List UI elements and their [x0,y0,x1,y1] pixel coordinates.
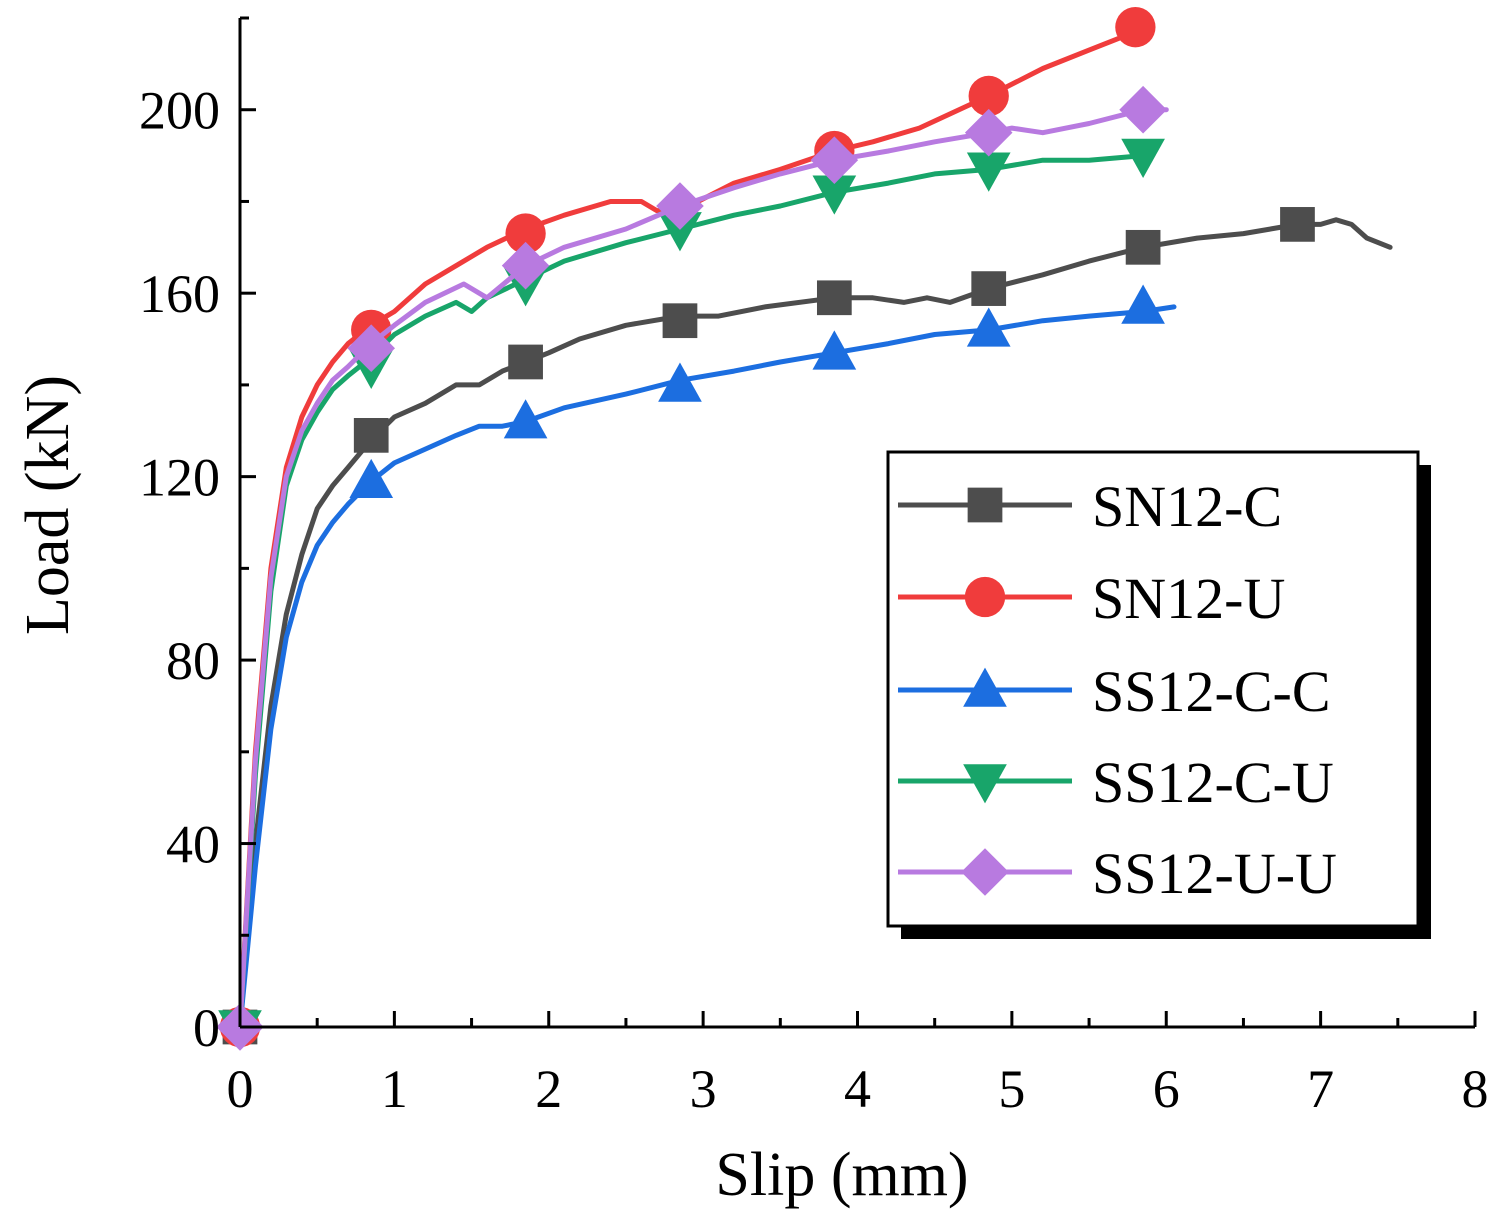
legend-label-ss12-c-u: SS12-C-U [1092,750,1334,815]
x-tick-label: 5 [998,1059,1025,1119]
series-marker-ss12-c-u [658,212,702,252]
series-marker-sn12-c [353,417,389,453]
series-marker-ss12-u-u [964,108,1013,157]
series-marker-sn12-u [505,213,546,254]
series-marker-sn12-c [662,303,698,339]
legend: SN12-C SN12-U SS12-C-C SS12-C-U SS12-U-U [886,450,1431,939]
series-marker-sn12-c [508,344,543,380]
legend-marker-ss12-c-c [963,667,1007,707]
x-axis-title: Slip (mm) [715,1141,968,1209]
x-tick-label: 7 [1307,1059,1334,1119]
series-line-sn12-c [237,217,1393,1030]
series-marker-ss12-u-u [501,241,550,290]
legend-marker-ss12-c-u [963,764,1007,804]
series-marker-sn12-u [968,75,1009,117]
y-tick-label: 0 [193,998,220,1058]
series-marker-ss12-c-c [503,399,548,439]
y-tick-label: 80 [166,631,220,691]
series-marker-ss12-c-c [1121,284,1165,324]
series-marker-ss12-c-u [1121,138,1165,178]
series-marker-ss12-c-c [812,330,857,370]
series-marker-ss12-c-c [349,458,394,499]
legend-label-ss12-u-u: SS12-U-U [1092,841,1337,906]
series-marker-sn12-c [1280,207,1315,242]
legend-label-ss12-c-c: SS12-C-C [1092,659,1331,724]
series-marker-ss12-u-u [1119,85,1167,134]
series-marker-ss12-c-c [658,362,702,402]
x-tick-label: 0 [227,1059,254,1119]
x-tick-label: 3 [690,1059,717,1119]
x-tick-label: 4 [844,1059,871,1119]
legend-marker-sn12-u [964,576,1006,618]
y-tick-label: 160 [139,264,220,324]
x-tick-label: 8 [1462,1059,1489,1119]
series-marker-sn12-c [971,271,1007,306]
series-line-sn12-u [237,29,1138,1030]
legend-label-sn12-c: SN12-C [1092,474,1282,539]
series-marker-ss12-u-u [347,324,396,373]
series-marker-ss12-c-u [812,175,857,215]
x-tick-label: 1 [381,1059,408,1119]
y-tick-label: 200 [139,81,220,141]
legend-label-sn12-u: SN12-U [1092,566,1285,631]
y-axis-title: Load (kN) [14,375,82,635]
series-layer [216,7,1393,1051]
series-marker-ss12-u-u [810,136,859,184]
series-marker-ss12-u-u [656,182,704,230]
series-marker-ss12-c-u [966,152,1011,192]
series-marker-sn12-u [1115,7,1156,48]
y-tick-label: 120 [139,448,220,508]
series-marker-sn12-c [816,280,852,316]
series-marker-sn12-c [1125,229,1161,265]
legend-marker-sn12-c [967,487,1003,523]
x-tick-label: 2 [535,1059,562,1119]
y-tick-label: 40 [166,815,220,875]
x-tick-label: 6 [1153,1059,1180,1119]
series-marker-ss12-c-c [966,307,1011,347]
legend-marker-ss12-u-u [961,848,1009,896]
